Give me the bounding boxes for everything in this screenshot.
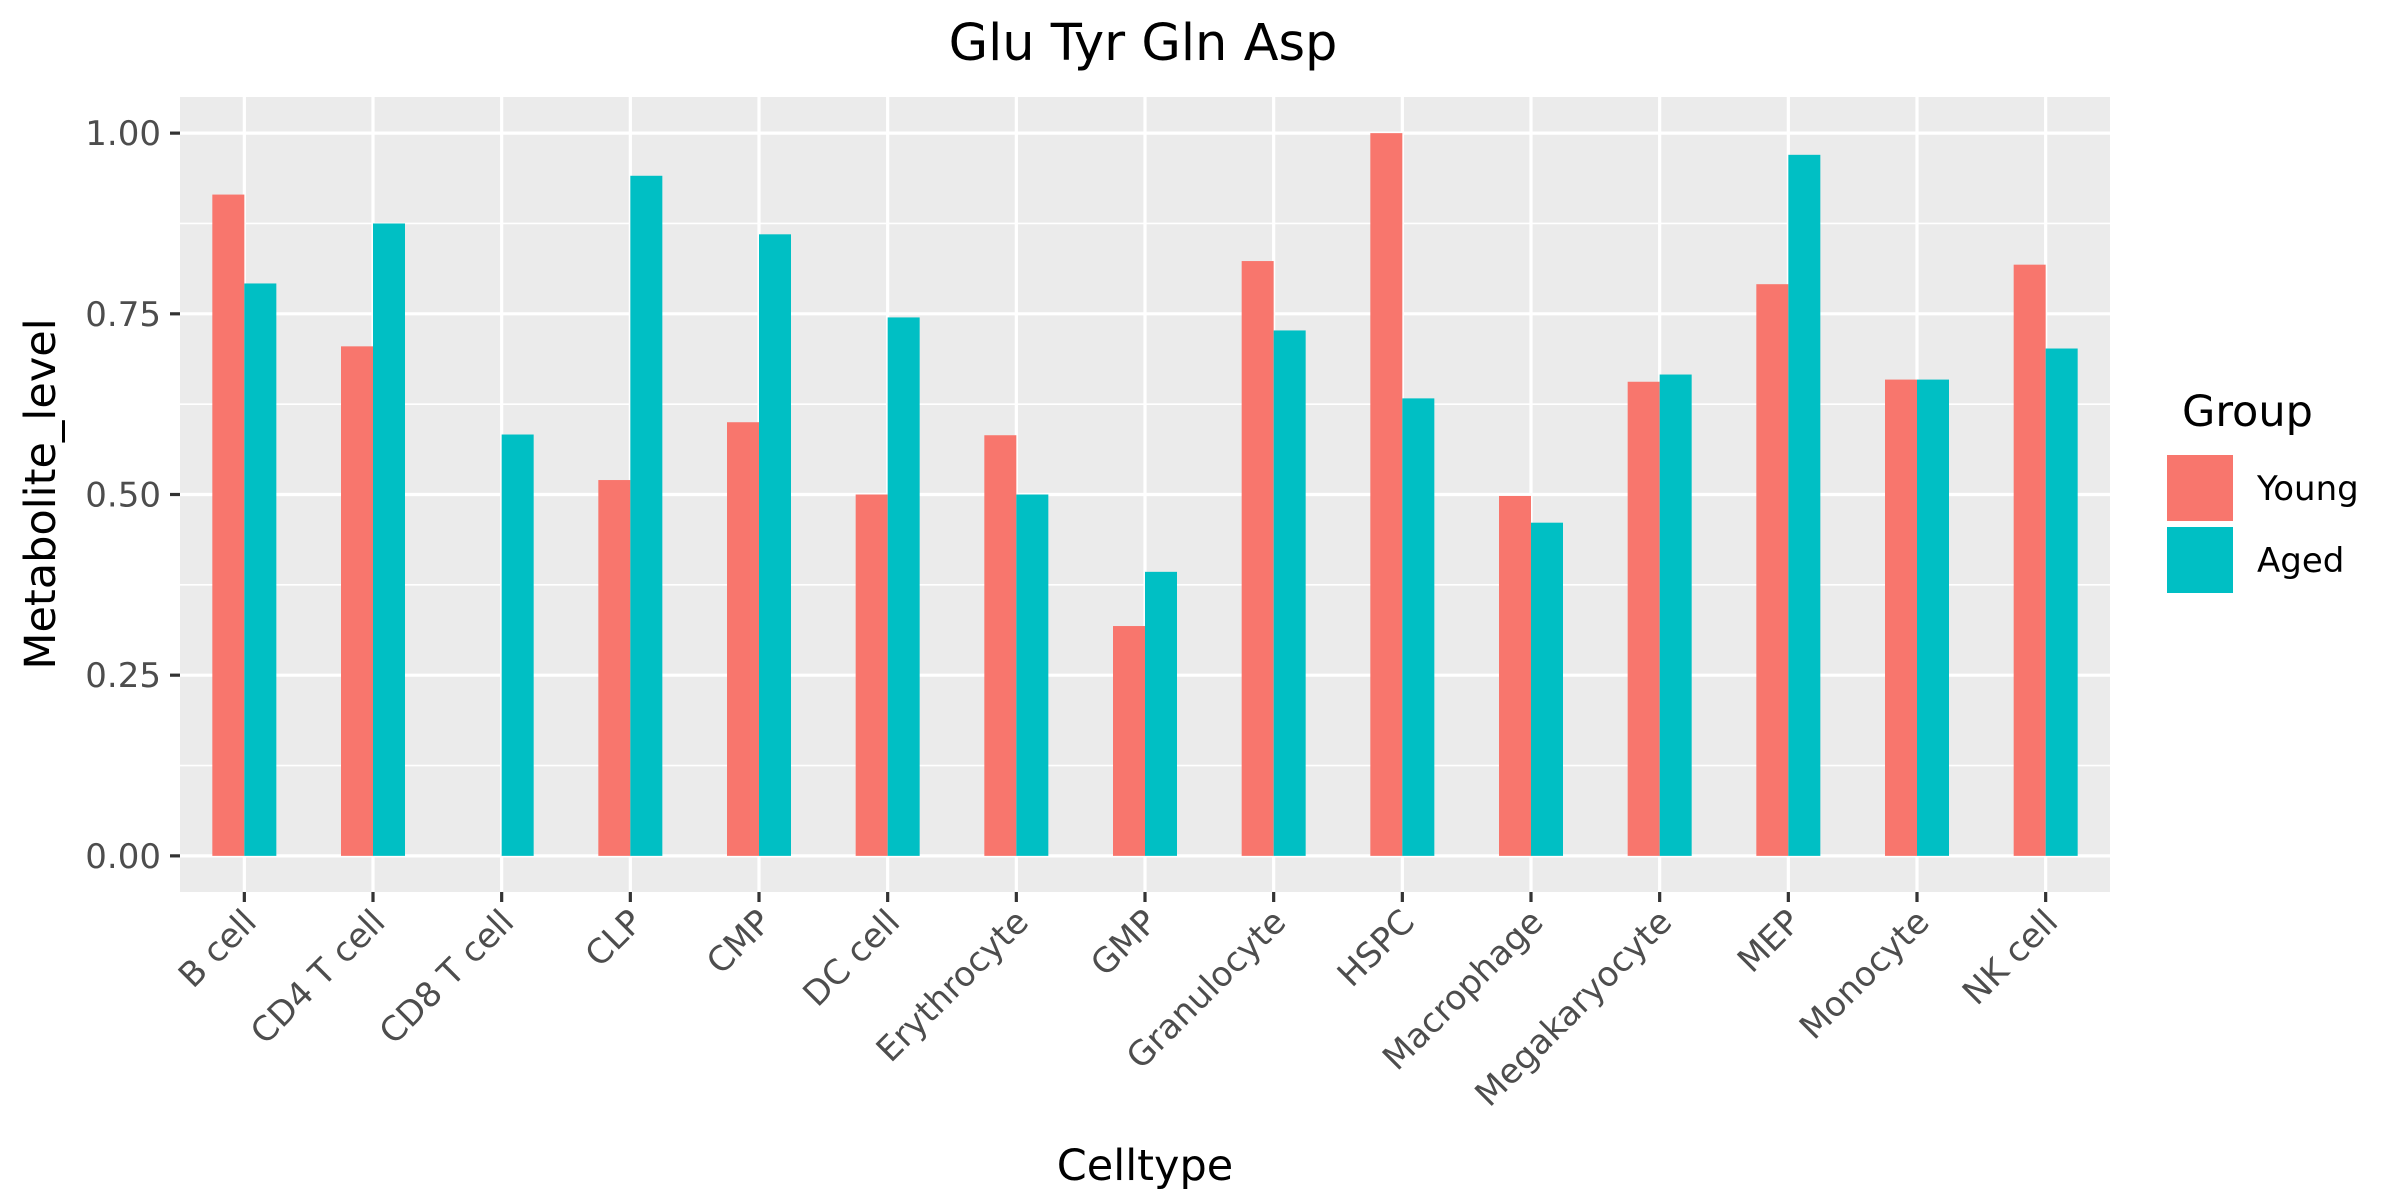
x-tick-label: Monocyte: [1792, 902, 1937, 1047]
bar-young-gmp: [1113, 626, 1145, 856]
bar-aged-granulocyte: [1273, 330, 1306, 856]
bar-aged-dc-cell: [887, 317, 920, 856]
bar-aged-b-cell: [244, 283, 277, 856]
x-tick-label: B cell: [171, 902, 265, 996]
legend-key-young: [2167, 455, 2233, 521]
bar-aged-clp: [630, 175, 663, 856]
bar-aged-cmp: [759, 234, 791, 856]
y-tick-label: 0.25: [85, 656, 161, 696]
bar-young-b-cell: [212, 194, 245, 856]
bar-aged-mep: [1788, 154, 1821, 856]
y-tick-label: 0.00: [85, 837, 161, 877]
x-tick-label: NK cell: [1955, 902, 2066, 1013]
bar-aged-monocyte: [1917, 379, 1949, 856]
x-tick-label: HSPC: [1330, 902, 1423, 995]
legend: Group Young Aged: [2167, 387, 2359, 593]
y-tick-label: 0.75: [85, 295, 161, 335]
legend-label-young: Young: [2256, 469, 2359, 509]
chart-title: Glu Tyr Gln Asp: [949, 14, 1338, 73]
x-tick-label: CD8 T cell: [372, 902, 522, 1052]
bar-young-clp: [598, 480, 631, 856]
x-tick-label: MEP: [1730, 902, 1809, 981]
x-axis-title: Celltype: [1057, 1141, 1233, 1191]
bar-aged-nk-cell: [2045, 348, 2078, 856]
bar-young-cmp: [727, 422, 759, 856]
bars: [212, 133, 2078, 856]
bar-young-mep: [1756, 284, 1789, 856]
bar-aged-cd8-t-cell: [501, 434, 534, 856]
x-tick-label: DC cell: [795, 902, 908, 1015]
legend-key-aged: [2167, 527, 2233, 593]
bar-young-cd4-t-cell: [341, 346, 373, 856]
legend-title: Group: [2182, 387, 2313, 437]
y-axis-title: Metabolite_level: [16, 318, 66, 669]
x-tick-label: CMP: [699, 902, 779, 982]
bar-young-megakaryocyte: [1627, 381, 1660, 856]
bar-young-macrophage: [1499, 495, 1531, 856]
bar-aged-hspc: [1402, 398, 1435, 856]
y-axis: 0.00 0.25 0.50 0.75 1.00: [85, 114, 180, 877]
bar-aged-erythrocyte: [1016, 494, 1049, 856]
bar-young-dc-cell: [855, 494, 888, 856]
bar-young-monocyte: [1885, 379, 1917, 856]
bar-young-nk-cell: [2013, 264, 2046, 856]
y-tick-label: 1.00: [85, 114, 161, 154]
bar-young-granulocyte: [1241, 261, 1274, 856]
y-tick-label: 0.50: [85, 476, 161, 516]
bar-aged-megakaryocyte: [1659, 374, 1692, 856]
bar-aged-cd4-t-cell: [373, 223, 405, 856]
bar-young-hspc: [1370, 133, 1403, 856]
bar-aged-macrophage: [1531, 522, 1563, 856]
x-tick-label: GMP: [1083, 902, 1165, 984]
x-tick-label: CLP: [578, 902, 651, 975]
legend-items: Young Aged: [2167, 455, 2359, 593]
bar-aged-gmp: [1145, 571, 1177, 856]
bar-young-erythrocyte: [984, 435, 1017, 856]
legend-label-aged: Aged: [2257, 541, 2344, 581]
x-tick-label: CD4 T cell: [243, 902, 393, 1052]
